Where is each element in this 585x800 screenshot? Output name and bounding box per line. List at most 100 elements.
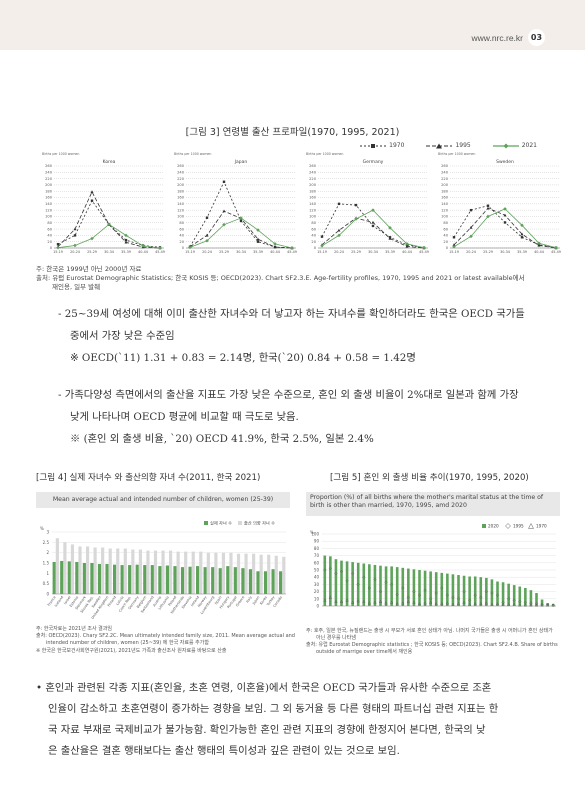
x-tick-label: 45-49	[287, 250, 297, 254]
marker-1995	[484, 589, 489, 594]
marker-1995	[373, 577, 377, 582]
bar-actual	[112, 564, 117, 594]
x-tick-label: 15-19	[53, 250, 63, 254]
y-tick-label: 180	[45, 189, 53, 193]
y-tick-label: 120	[45, 208, 53, 212]
x-tick-label: 30-34	[368, 250, 378, 254]
country-label: Israel	[63, 595, 72, 605]
point-1995	[452, 243, 456, 247]
y-tick-label: 260	[441, 164, 449, 168]
marker-1970	[546, 603, 550, 607]
marker-2020	[535, 593, 538, 606]
marker-2020	[329, 556, 332, 606]
marker-1995	[506, 597, 511, 601]
marker-1995	[473, 593, 477, 597]
point-1970	[520, 236, 524, 239]
point-1995	[256, 237, 260, 241]
age-profile-panel-japan: Births per 1000 women Japan 0 20 40 60 80 100 12…	[174, 152, 297, 254]
marker-1995	[512, 598, 516, 602]
marker-1970	[440, 602, 444, 606]
legend-2021-marker	[492, 143, 519, 148]
marker-1995	[428, 597, 433, 601]
country-label: Korea	[259, 595, 268, 605]
marker-1995	[389, 582, 394, 587]
x-tick-label: 15-19	[317, 250, 327, 254]
country-label: Turkey	[265, 595, 275, 607]
point-1995	[388, 236, 392, 240]
bar-actual	[180, 567, 185, 594]
header-band	[0, 0, 585, 50]
marker-2020	[434, 572, 438, 606]
point-1995	[469, 225, 473, 229]
x-tick-label: 20-24	[334, 250, 344, 254]
marker-2020	[524, 588, 527, 606]
panel-unit-label: Births per 1000 women	[306, 152, 343, 156]
marker-2020	[351, 562, 354, 606]
point-2021	[554, 245, 558, 250]
point-1995	[405, 244, 409, 248]
point-2021	[320, 243, 324, 248]
point-2021	[503, 207, 507, 211]
series-line-1995	[57, 190, 161, 249]
bar-intended	[199, 551, 203, 594]
bar-intended	[93, 547, 97, 594]
marker-1970	[406, 599, 410, 603]
point-1995	[503, 213, 507, 217]
marker-1970	[529, 603, 533, 607]
marker-2020	[507, 583, 510, 606]
x-tick-label: 15-19	[185, 250, 195, 254]
y-tick-label: 160	[177, 196, 185, 200]
legend-1970-marker	[360, 143, 387, 148]
point-1970	[239, 219, 243, 223]
bar-intended	[161, 550, 165, 594]
marker-1970	[434, 602, 438, 606]
y-tick-label: 220	[45, 177, 53, 181]
final-line3: 국 자료 부재로 국제비교가 불가능함. 확인가능한 혼인 관련 지표의 경향에…	[48, 724, 486, 736]
legend-actual-swatch	[204, 521, 208, 525]
marker-2020	[451, 574, 455, 606]
bar-intended	[214, 552, 218, 594]
marker-2020	[551, 603, 555, 606]
bar-actual	[173, 566, 177, 594]
age-profile-panel-sweden: Births per 1000 women Sweden 0 20 40 60 80 100 1…	[438, 152, 561, 254]
point-1970	[371, 224, 375, 228]
marker-1995	[378, 589, 383, 594]
country-label: Slovenia	[181, 595, 193, 609]
y-tick-label: 1.5	[43, 561, 50, 566]
point-1970	[452, 236, 456, 239]
marker-1970	[518, 603, 522, 607]
legend-2020-label: 2020	[488, 524, 499, 529]
site-url[interactable]: www.nrc.re.kr	[471, 33, 523, 43]
marker-2020	[334, 559, 338, 606]
marker-2020	[540, 599, 544, 606]
y-tick-label: 0	[316, 604, 319, 609]
point-1995	[486, 206, 490, 210]
marker-2020	[373, 564, 377, 606]
marker-2020	[546, 603, 549, 606]
y-tick-label: 100	[441, 215, 449, 219]
marker-1970	[451, 602, 455, 606]
marker-1970	[484, 601, 488, 605]
x-tick-label: 40-44	[402, 250, 412, 254]
bar-actual	[271, 569, 275, 594]
marker-1995	[490, 591, 494, 595]
bar-intended	[206, 552, 210, 594]
y-tick-label: 240	[441, 171, 449, 175]
figure5-header: Proportion (%) of all births where the m…	[306, 492, 560, 516]
y-tick-label: 160	[45, 196, 53, 200]
marker-1970	[362, 599, 366, 603]
country-label: Belgium	[136, 595, 148, 609]
x-tick-label: 35-39	[121, 250, 131, 254]
marker-1970	[395, 602, 399, 606]
marker-1970	[351, 600, 355, 604]
y-tick-label: 0	[182, 246, 185, 250]
bar-intended	[55, 538, 59, 594]
marker-2020	[485, 577, 488, 606]
y-tick-label: 60	[314, 560, 320, 565]
bar-actual	[120, 565, 124, 594]
figure4-note2: 출처: OECD(2023). Chary SF2.2C. Mean ultim…	[36, 633, 295, 639]
country-label: Sweden	[91, 595, 102, 608]
bar-actual	[248, 569, 253, 594]
country-label: Spain	[214, 595, 223, 605]
point-1970	[469, 208, 473, 212]
